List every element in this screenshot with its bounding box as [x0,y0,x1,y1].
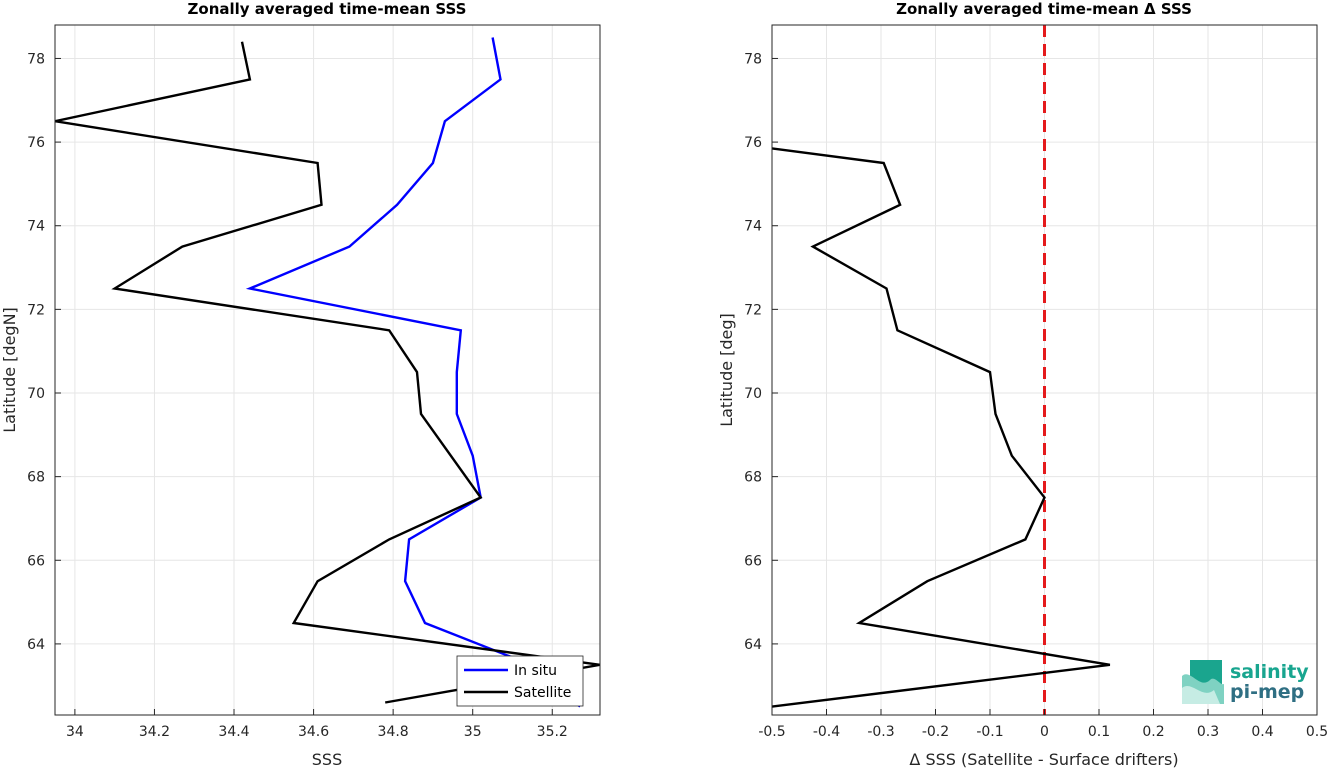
delta-xtick-label: 0.1 [1088,724,1110,740]
sss-ytick-label: 74 [27,219,45,235]
delta-xtick-label: -0.5 [758,724,785,740]
sss-xtick-label: 34.2 [139,724,170,740]
salinity-pi-mep-logo: salinity pi-mep [1182,660,1309,704]
delta-ytick-label: 68 [744,470,762,486]
legend-label-satellite: Satellite [514,685,571,701]
delta-xtick-label: -0.4 [813,724,840,740]
delta-xtick-label: 0.2 [1142,724,1164,740]
delta-ytick-label: 78 [744,51,762,67]
sss-xtick-label: 34.6 [298,724,329,740]
delta-y-axis-label: Latitude [deg] [717,313,736,427]
logo-text-pi-mep: pi-mep [1230,681,1304,703]
delta-xticks: -0.5 -0.4 -0.3 -0.2 -0.1 0 0.1 0.2 0.3 0.4 0.5 [758,709,1328,740]
delta-xtick-label: -0.2 [922,724,949,740]
legend-label-in-situ: In situ [514,663,557,679]
legend-box [456,655,584,707]
sss-series-group [55,37,600,708]
sss-ytick-label: 76 [27,135,45,151]
sss-ytick-label: 78 [27,51,45,67]
delta-chart-title: Zonally averaged time-mean Δ SSS [896,0,1192,18]
delta-xtick-label: -0.3 [867,724,894,740]
delta-series-line-series-0 [772,147,1111,708]
sss-xtick-label: 35 [464,724,482,740]
delta-xtick-label: 0.4 [1251,724,1273,740]
delta-x-axis-label: Δ SSS (Satellite - Surface drifters) [909,750,1178,769]
sss-series-line-in-situ [245,37,581,708]
sss-y-axis-label: Latitude [degN] [0,307,19,433]
delta-ytick-label: 64 [744,637,762,653]
sss-legend: In situ Satellite [456,655,584,707]
delta-sss-panel: -0.5 -0.4 -0.3 -0.2 -0.1 0 0.1 0.2 0.3 0.4 0.5 646… [717,0,1328,769]
delta-ytick-label: 74 [744,219,762,235]
delta-ytick-label: 72 [744,302,762,318]
sss-ytick-label: 66 [27,553,45,569]
delta-series-group [772,25,1111,715]
sss-yticks: 64 66 68 70 72 74 76 78 [27,51,61,653]
sss-xtick-label: 35.2 [537,724,568,740]
sss-ytick-label: 68 [27,470,45,486]
sss-xtick-label: 34 [66,724,84,740]
delta-xtick-label: 0.3 [1197,724,1219,740]
sss-xticks: 34 34.2 34.4 34.6 34.8 35 35.2 [66,709,568,740]
sss-ytick-label: 64 [27,637,45,653]
delta-xtick-label: 0.5 [1306,724,1328,740]
sss-ytick-label: 72 [27,302,45,318]
sss-axes-box [55,25,600,715]
sss-grid [55,25,600,715]
delta-xtick-label: -0.1 [976,724,1003,740]
sss-x-axis-label: SSS [312,750,342,769]
sss-panel: 34 34.2 34.4 34.6 34.8 35 35.2 64 66 68 70 72 74 76 7… [0,0,601,769]
sss-axes-frame [54,24,601,716]
sss-chart-title: Zonally averaged time-mean SSS [188,0,467,18]
sss-ytick-label: 70 [27,386,45,402]
delta-ytick-label: 70 [744,386,762,402]
delta-yticks: 64 66 68 70 72 74 76 78 [744,51,778,653]
delta-xtick-label: 0 [1040,724,1049,740]
logo-text-salinity: salinity [1230,661,1309,683]
logo-wave-icon [1182,660,1224,704]
delta-ytick-label: 76 [744,135,762,151]
sss-series-line-satellite [55,41,600,704]
sss-xtick-label: 34.4 [218,724,249,740]
delta-ytick-label: 66 [744,553,762,569]
sss-xtick-label: 34.8 [378,724,409,740]
